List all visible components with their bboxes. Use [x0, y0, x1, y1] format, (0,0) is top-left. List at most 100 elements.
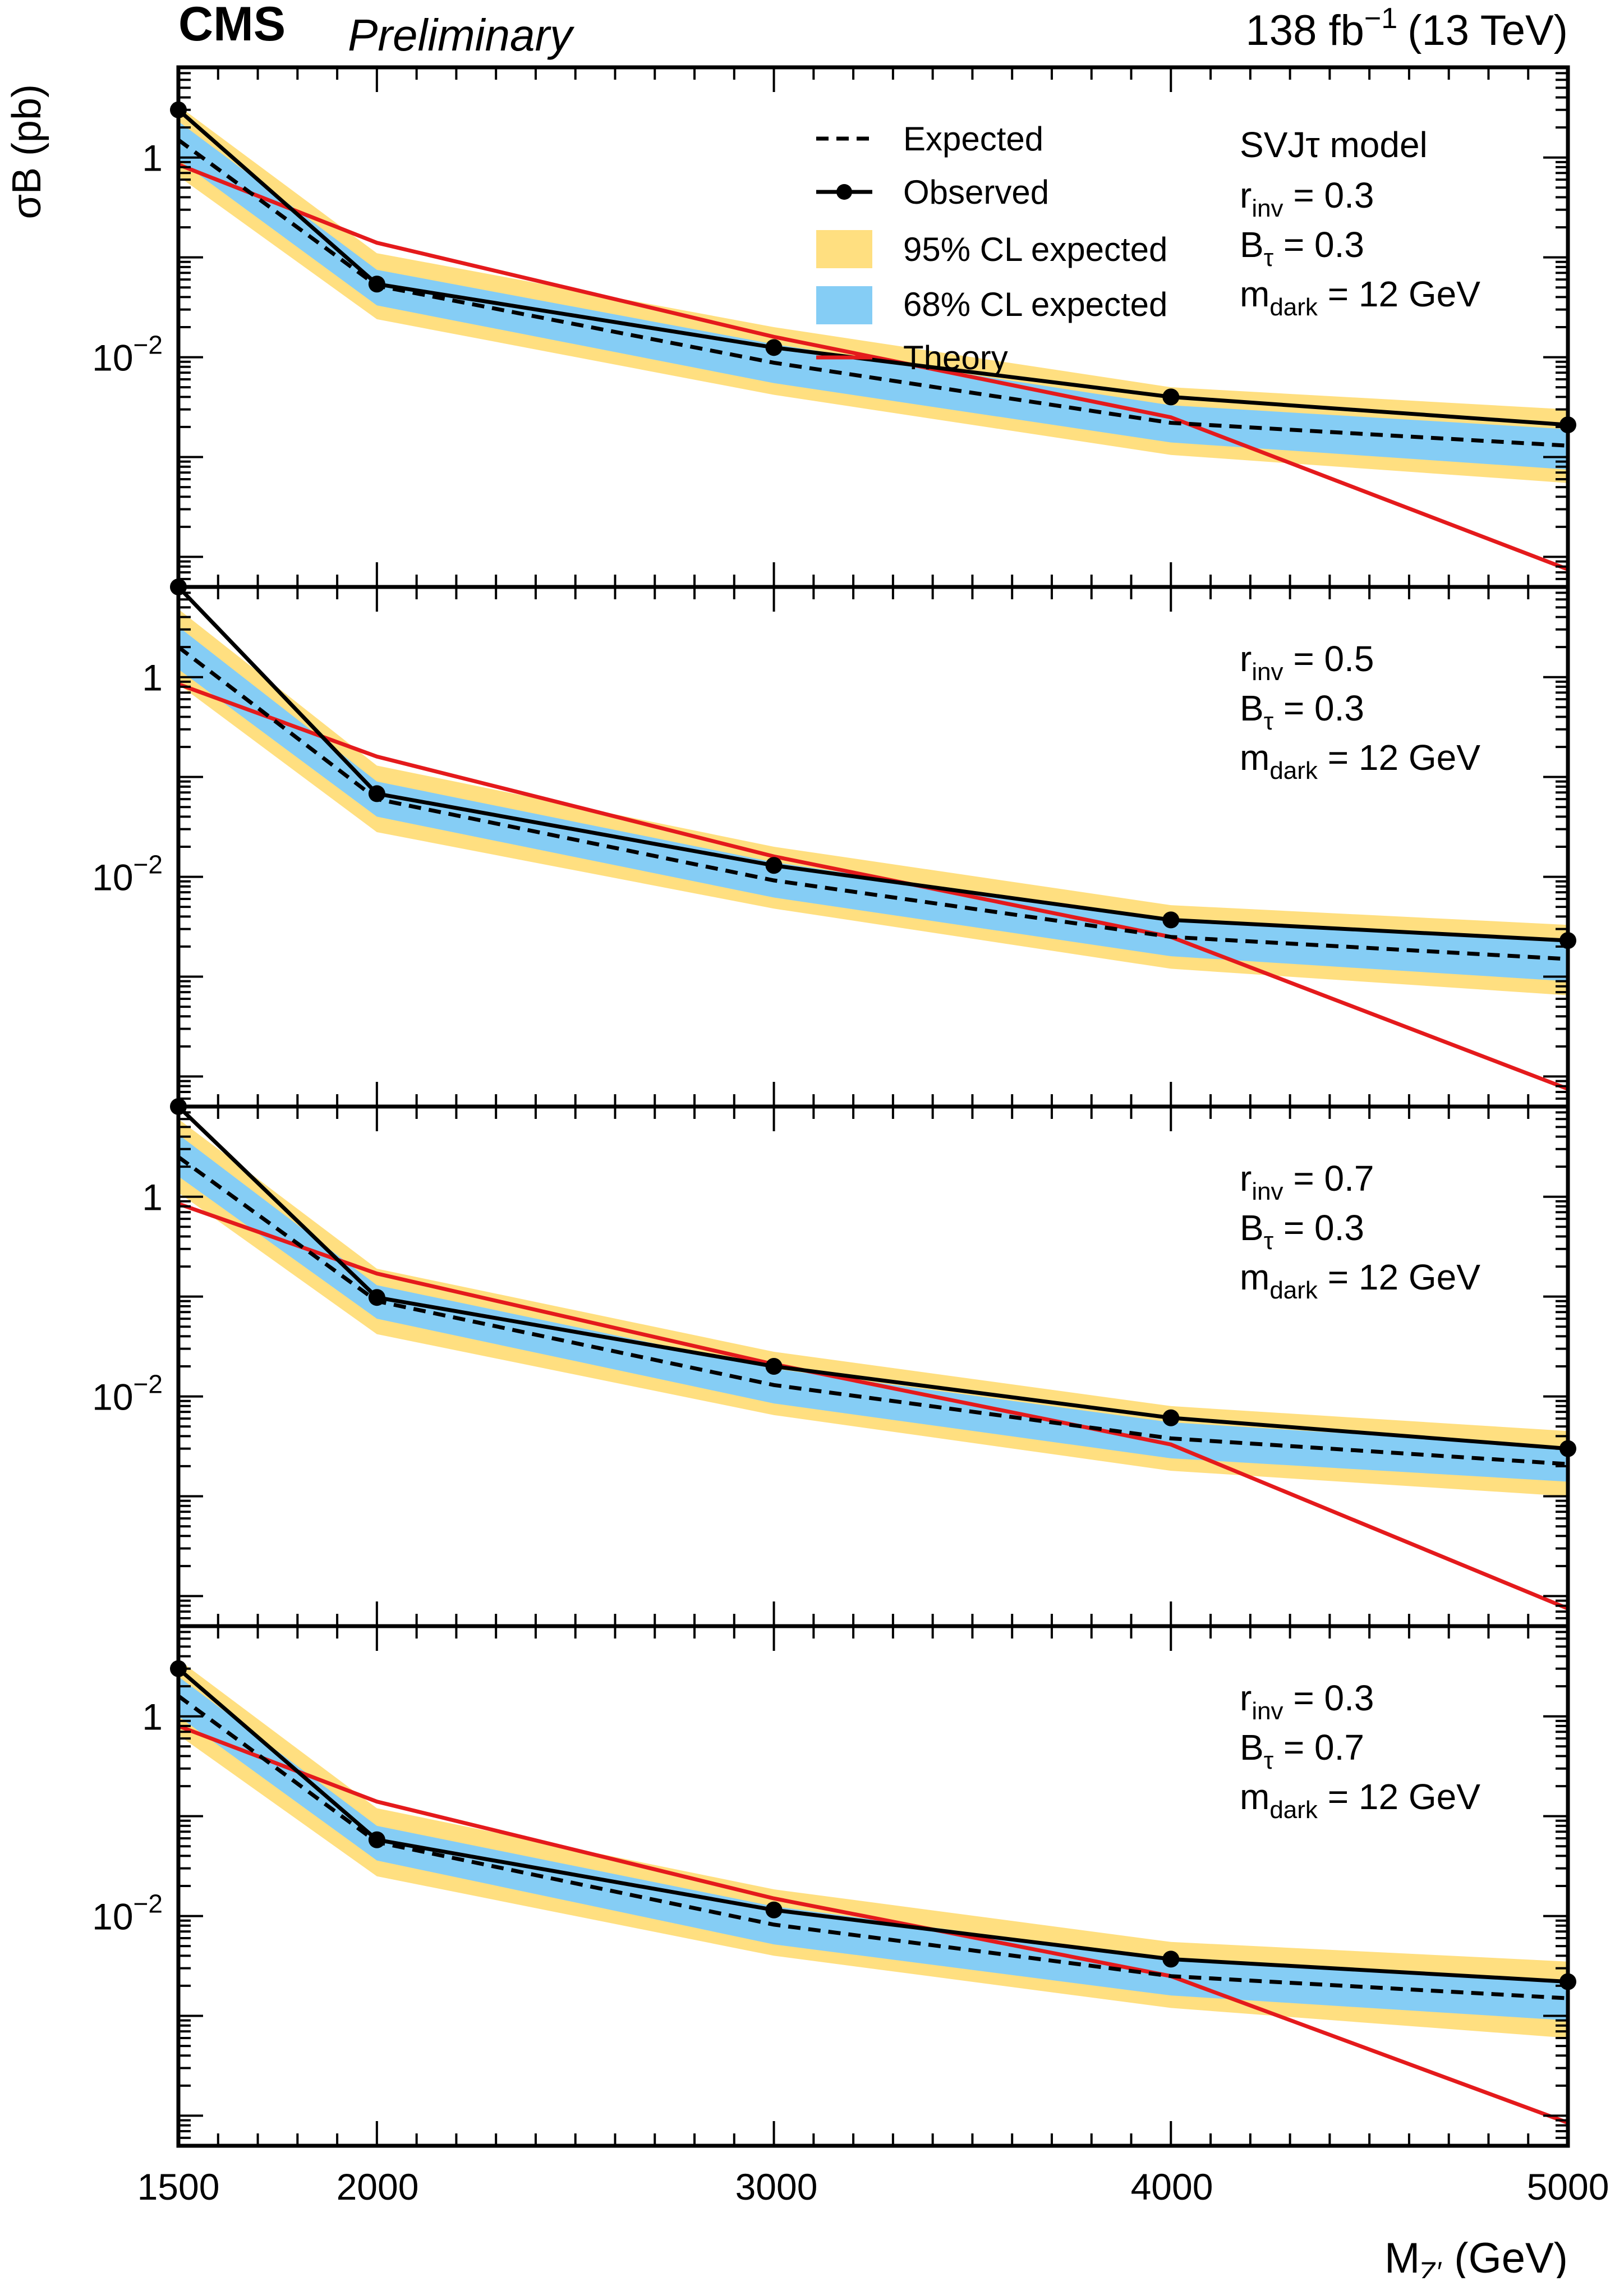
mdark-label-sub: dark	[1269, 1796, 1318, 1824]
legend-expected-label: Expected	[903, 120, 1043, 158]
expected-line	[178, 1694, 1568, 2000]
mdark-label-main: m	[1240, 1257, 1269, 1297]
y-tick-label-exponent: −2	[134, 1370, 163, 1399]
btau-label-main: B	[1240, 224, 1264, 265]
legend-observed-marker	[836, 184, 852, 200]
y-axis-ticks	[178, 1105, 1568, 1627]
y-tick-label: 1	[142, 657, 163, 699]
rinv-label-sub: inv	[1252, 658, 1283, 686]
rinv-label: rinv = 0.3	[1240, 1678, 1374, 1725]
plot-area	[178, 1659, 1568, 2125]
expected-line	[178, 645, 1568, 961]
mdark-label: mdark = 12 GeV	[1240, 1257, 1480, 1304]
theory-line	[178, 682, 1568, 1091]
observed-point	[1162, 1409, 1180, 1426]
rinv-label-main: r	[1240, 639, 1252, 679]
y-tick-label-base: 10	[92, 337, 133, 379]
rinv-label-value: = 0.3	[1283, 175, 1374, 215]
x-tick-labels: 1500 2000 3000 4000 5000	[137, 2166, 1609, 2207]
mdark-label-sub: dark	[1269, 757, 1318, 784]
y-tick-label-exponent: −2	[134, 1889, 163, 1919]
y-tick-label: 10−2	[92, 1370, 163, 1418]
observed-point	[1162, 388, 1180, 406]
mdark-label-sub: dark	[1269, 1277, 1318, 1304]
legend: Expected Observed 95% CL expected 68% CL…	[816, 120, 1167, 377]
y-axis-title: σB (pb)	[4, 84, 49, 219]
rinv-label: rinv = 0.5	[1240, 639, 1374, 686]
btau-label-main: B	[1240, 688, 1264, 728]
mdark-label-value: = 12 GeV	[1318, 1257, 1480, 1297]
y-axis-ticks	[178, 66, 1568, 588]
rinv-label: rinv = 0.7	[1240, 1158, 1374, 1205]
luminosity-exponent: −1	[1364, 2, 1397, 35]
rinv-label-main: r	[1240, 1158, 1252, 1199]
luminosity-prefix: 138 fb	[1246, 7, 1364, 54]
rinv-label-sub: inv	[1252, 195, 1283, 222]
y-tick-label-base: 10	[92, 857, 133, 898]
mdark-label-main: m	[1240, 274, 1269, 314]
btau-label: Bτ = 0.7	[1240, 1727, 1364, 1774]
btau-label-sub: τ	[1264, 1227, 1274, 1255]
btau-label-value: = 0.3	[1273, 224, 1364, 265]
legend-band95-label: 95% CL expected	[903, 231, 1167, 268]
btau-label-value: = 0.7	[1273, 1727, 1364, 1768]
cms-label: CMS	[178, 0, 286, 51]
legend-band95-swatch	[816, 230, 872, 268]
observed-point	[1162, 911, 1180, 929]
rinv-label-main: r	[1240, 175, 1252, 215]
rinv-label-main: r	[1240, 1678, 1252, 1718]
plot-area	[178, 105, 1568, 571]
theory-line	[178, 1724, 1568, 2125]
legend-band68-swatch	[816, 286, 872, 324]
observed-point	[765, 857, 783, 874]
mdark-label-sub: dark	[1269, 293, 1318, 321]
model-label: SVJτ model	[1240, 125, 1428, 165]
mdark-label: mdark = 12 GeV	[1240, 274, 1480, 321]
y-tick-label: 10−2	[92, 331, 163, 379]
y-tick-label-base: 10	[92, 1376, 133, 1418]
y-axis-ticks	[178, 586, 1568, 1108]
mdark-label-value: = 12 GeV	[1318, 274, 1480, 314]
btau-label-sub: τ	[1264, 1747, 1274, 1774]
mdark-label-main: m	[1240, 1777, 1269, 1817]
btau-label-sub: τ	[1264, 244, 1274, 272]
y-tick-label: 1	[142, 1177, 163, 1218]
rinv-label-value: = 0.3	[1283, 1678, 1374, 1718]
legend-observed-label: Observed	[903, 173, 1049, 211]
btau-label-value: = 0.3	[1273, 688, 1364, 728]
btau-label: Bτ = 0.3	[1240, 688, 1364, 735]
btau-label-value: = 0.3	[1273, 1208, 1364, 1248]
mdark-label: mdark = 12 GeV	[1240, 737, 1480, 784]
y-tick-label: 1	[142, 1696, 163, 1738]
mdark-label-main: m	[1240, 737, 1269, 778]
y-tick-label-exponent: −2	[134, 850, 163, 879]
y-tick-label-exponent: −2	[134, 331, 163, 360]
observed-point	[765, 1358, 783, 1375]
y-tick-label-base: 10	[92, 1896, 133, 1938]
x-tick-label: 1500	[137, 2166, 220, 2207]
energy-label: (13 TeV)	[1407, 7, 1568, 54]
rinv-label: rinv = 0.3	[1240, 175, 1374, 222]
observed-point	[1162, 1950, 1180, 1968]
x-tick-label: 2000	[337, 2166, 419, 2207]
btau-label-main: B	[1240, 1208, 1264, 1248]
band-68	[178, 626, 1568, 981]
luminosity-label: 138 fb−1 (13 TeV)	[1246, 2, 1568, 54]
x-axis-ticks	[177, 587, 1569, 1107]
band-68	[178, 1676, 1568, 2021]
rinv-label-value: = 0.7	[1283, 1158, 1374, 1199]
x-axis-title: MZ′ (GeV)	[1384, 2234, 1568, 2278]
observed-point	[368, 1831, 385, 1848]
btau-label-main: B	[1240, 1727, 1264, 1768]
plot-area	[178, 1107, 1568, 1610]
x-tick-label: 4000	[1131, 2166, 1213, 2207]
